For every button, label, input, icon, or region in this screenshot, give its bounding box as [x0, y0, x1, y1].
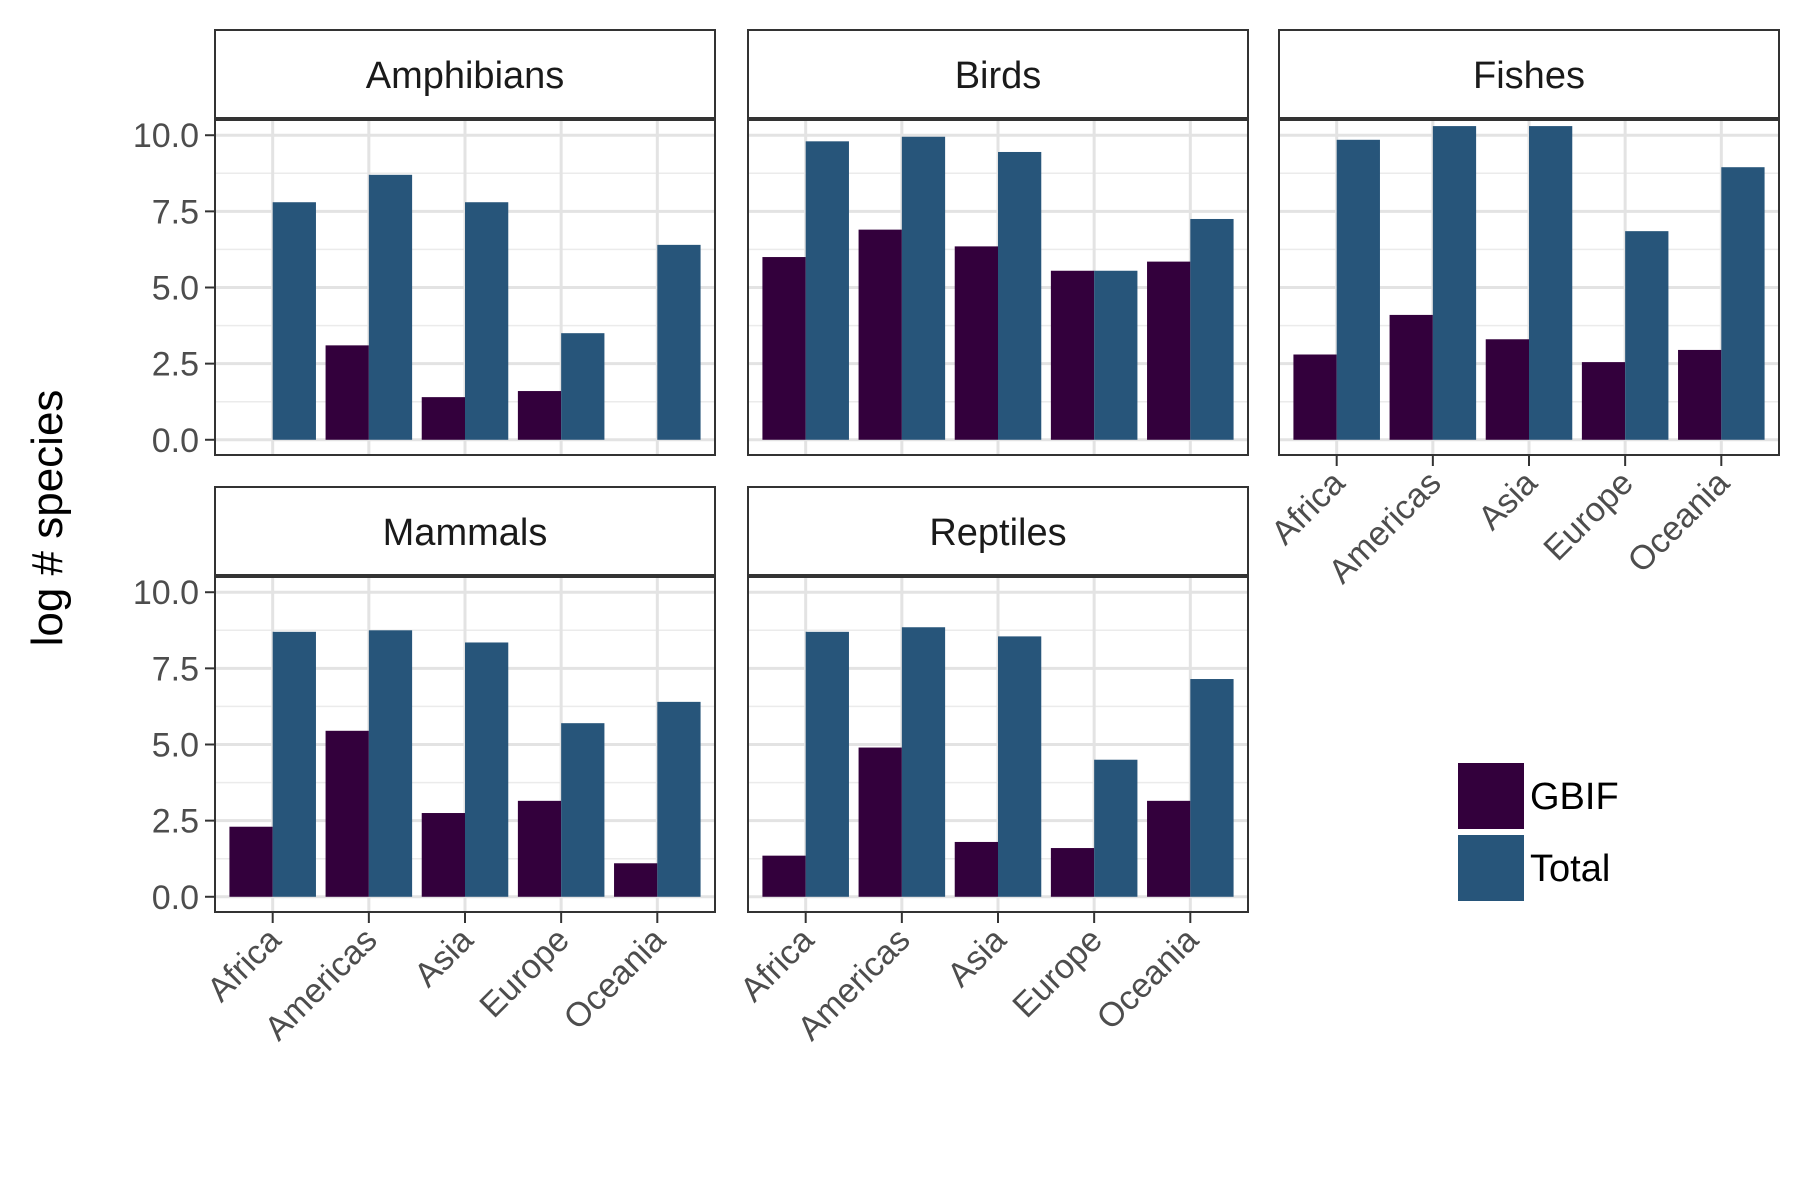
bar-amphibians-americas-total [368, 174, 413, 440]
x-tick-label-africa: Africa [733, 921, 821, 1009]
y-tick-label: 0.0 [152, 422, 199, 460]
bar-reptiles-oceania-gbif [1147, 800, 1191, 897]
bar-mammals-asia-total [465, 642, 509, 897]
bar-mammals-americas-gbif [325, 730, 369, 897]
x-tick-label-asia: Asia [940, 921, 1014, 995]
x-tick-label-africa: Africa [1264, 464, 1352, 552]
chart-panels: Amphibians 0.0 2.5 5.0 7.5 10.0 Birds Fishes Afr… [133, 29, 1780, 1048]
x-tick-label-africa: Africa [200, 921, 288, 1009]
strip-fishes [1278, 29, 1780, 119]
bar-fishes-oceania-gbif [1678, 349, 1722, 440]
bar-amphibians-americas-gbif [325, 345, 369, 440]
bar-fishes-europe-gbif [1581, 362, 1626, 440]
bar-reptiles-europe-gbif [1050, 848, 1095, 897]
bar-mammals-oceania-total [657, 701, 701, 897]
strip-label-birds: Birds [955, 55, 1042, 97]
bar-fishes-asia-total [1529, 126, 1573, 440]
bar-mammals-europe-total [561, 723, 605, 897]
legend-swatch-gbif [1458, 763, 1524, 829]
bar-reptiles-americas-gbif [858, 747, 902, 897]
strip-mammals [214, 486, 716, 576]
strip-amphibians [214, 29, 716, 119]
y-tick-label: 10.0 [133, 574, 199, 612]
bar-reptiles-europe-total [1094, 759, 1138, 897]
y-axis-title: log # species [23, 390, 72, 647]
bar-reptiles-asia-gbif [954, 841, 998, 897]
panel-birds: Birds [747, 29, 1249, 456]
panel-border-birds [747, 119, 1249, 456]
bar-reptiles-asia-total [998, 636, 1042, 897]
bar-birds-oceania-total [1190, 218, 1234, 440]
bar-fishes-asia-gbif [1485, 339, 1529, 440]
y-tick-label: 2.5 [152, 346, 199, 384]
x-tick-label-oceania: Oceania [1621, 464, 1737, 580]
bar-birds-americas-total [901, 136, 946, 440]
y-tick-label: 7.5 [152, 193, 199, 231]
x-tick-label-oceania: Oceania [1090, 921, 1206, 1037]
bar-birds-africa-gbif [762, 257, 806, 440]
bar-mammals-oceania-gbif [614, 863, 658, 897]
strip-label-reptiles: Reptiles [929, 512, 1066, 554]
bar-mammals-africa-total [272, 631, 316, 897]
bar-fishes-americas-total [1432, 126, 1477, 440]
y-tick-label: 5.0 [152, 727, 199, 765]
bar-mammals-asia-gbif [421, 813, 465, 897]
strip-label-mammals: Mammals [383, 512, 548, 554]
bar-reptiles-africa-total [805, 631, 849, 897]
strip-reptiles [747, 486, 1249, 576]
bar-fishes-africa-total [1336, 139, 1380, 440]
bar-amphibians-europe-gbif [517, 391, 562, 440]
bar-fishes-oceania-total [1721, 167, 1765, 440]
bar-mammals-europe-gbif [517, 800, 562, 897]
bar-birds-americas-gbif [858, 229, 902, 440]
bar-birds-europe-gbif [1050, 270, 1095, 440]
bar-mammals-africa-gbif [229, 826, 273, 897]
y-tick-label: 10.0 [133, 117, 199, 155]
bar-birds-europe-total [1094, 270, 1138, 440]
bar-reptiles-africa-gbif [762, 855, 806, 897]
strip-label-amphibians: Amphibians [366, 55, 565, 97]
y-tick-label: 0.0 [152, 879, 199, 917]
bar-reptiles-oceania-total [1190, 679, 1234, 897]
legend-label-total: Total [1530, 848, 1610, 890]
panel-amphibians: Amphibians 0.0 2.5 5.0 7.5 10.0 [133, 29, 716, 460]
strip-label-fishes: Fishes [1473, 55, 1585, 97]
bar-amphibians-europe-total [561, 333, 605, 440]
bar-amphibians-asia-gbif [421, 397, 465, 440]
legend: GBIF Total [1458, 763, 1619, 901]
bar-mammals-americas-total [368, 630, 413, 897]
x-tick-label-oceania: Oceania [557, 921, 673, 1037]
bar-fishes-americas-gbif [1389, 314, 1433, 440]
bar-fishes-africa-gbif [1293, 354, 1337, 440]
bar-fishes-europe-total [1625, 231, 1669, 440]
bar-amphibians-africa-total [272, 202, 316, 440]
x-tick-label-asia: Asia [1471, 464, 1545, 538]
bar-birds-africa-total [805, 141, 849, 440]
legend-swatch-total [1458, 835, 1524, 901]
bar-amphibians-oceania-total [657, 244, 701, 440]
y-tick-label: 5.0 [152, 270, 199, 308]
legend-label-gbif: GBIF [1530, 776, 1619, 818]
bar-amphibians-asia-total [465, 202, 509, 440]
bar-birds-asia-total [998, 151, 1042, 440]
y-tick-label: 7.5 [152, 650, 199, 688]
bar-birds-asia-gbif [954, 246, 998, 440]
bar-reptiles-americas-total [901, 627, 946, 897]
strip-birds [747, 29, 1249, 119]
x-tick-label-asia: Asia [407, 921, 481, 995]
bar-birds-oceania-gbif [1147, 261, 1191, 440]
y-tick-label: 2.5 [152, 803, 199, 841]
